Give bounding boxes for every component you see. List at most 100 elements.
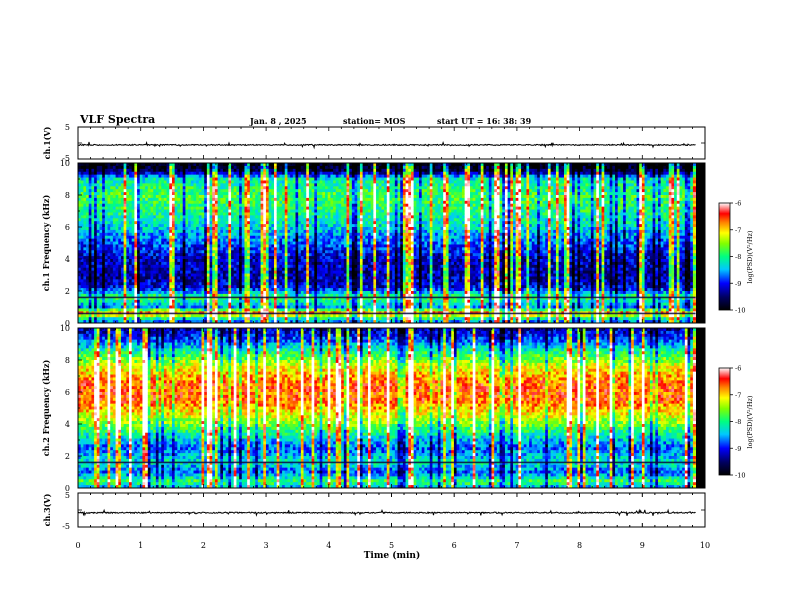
spectrogram-cell [300,293,304,298]
spectrogram-cell [198,183,202,187]
spectrogram-cell [295,317,299,321]
spectrogram-cell [249,238,253,242]
spectrogram-cell [279,250,283,254]
spectrogram-cell [107,241,111,245]
spectrogram-cell [185,180,189,184]
spectrogram-cell [169,195,173,199]
spectrogram-cell [276,308,280,312]
spectrogram-cell [290,250,294,254]
spectrogram-cell [206,308,210,312]
spectrogram-cell [306,224,310,228]
spectrogram-cell [303,215,307,219]
spectrogram-cell [129,247,133,251]
spectrogram-cell [244,174,248,178]
spectrogram-cell [282,308,286,312]
spectrogram-cell [131,238,135,242]
spectrogram-cell [118,247,122,251]
spectrogram-cell [201,174,205,178]
spectrogram-cell [233,293,237,298]
spectrogram-cell [295,282,299,286]
spectrogram-cell [214,195,219,199]
spectrogram-cell [88,177,92,181]
spectrogram-cell [209,215,213,219]
spectrogram-cell [169,235,173,240]
spectrogram-cell [287,195,291,199]
spectrogram-cell [225,308,229,312]
spectrogram-cell [99,197,103,202]
spectrogram-cell [118,241,122,245]
spectrogram-cell [196,189,200,193]
spectrogram-cell [193,227,197,231]
spectrogram-cell [287,197,291,202]
spectrogram-cell [257,302,261,306]
spectrogram-cell [185,296,189,301]
spectrogram-cell [244,238,248,242]
spectrogram-cell [188,320,192,324]
spectrogram-cell [257,221,261,225]
spectrogram-cell [80,174,84,178]
spectrogram-cell [276,241,280,245]
spectrogram-cell [311,273,315,277]
spectrogram-cell [188,203,192,208]
date-label: Jan. 8 , 2025 [250,116,307,126]
spectrogram-cell [290,183,294,187]
spectrogram-cell [292,180,296,184]
spectrogram-cell [177,192,181,196]
spectrogram-cell [86,189,90,193]
spectrogram-cell [271,250,275,254]
spectrogram-cell [308,163,313,167]
spectrogram-cell [255,227,259,231]
spectrogram-cell [182,253,186,257]
spectrogram-cell [161,293,165,298]
spectrogram-cell [287,224,291,228]
spectrogram-cell [145,224,149,228]
spectrogram-cell [236,238,240,242]
spectrogram-cell [284,232,288,237]
spectrogram-cell [241,218,245,222]
spectrogram-cell [102,261,106,266]
spectrogram-cell [99,206,103,210]
spectrogram-cell [282,299,286,304]
spectrogram-cell [163,189,168,193]
spectrogram-cell [260,244,264,248]
spectrogram-cell [150,259,154,263]
spectrogram-cell [190,195,194,199]
spectrogram-cell [306,270,310,274]
spectrogram-cell [188,261,192,266]
spectrogram-cell [188,267,192,272]
spectrogram-cell [137,285,141,289]
spectrogram-cell [263,288,267,292]
spectrogram-cell [118,195,122,199]
spectrogram-cell [314,192,318,196]
spectrogram-cell [284,291,288,295]
spectrogram-cell [260,186,264,190]
spectrogram-cell [276,192,280,196]
spectrogram-cell [126,197,130,202]
spectrogram-cell [153,308,157,312]
spectrogram-cell [290,168,294,173]
spectrogram-cell [292,302,296,306]
spectrogram-cell [220,209,224,213]
spectrogram-cell [96,221,100,225]
spectrogram-cell [83,229,87,234]
spectrogram-cell [171,305,176,309]
spectrogram-cell [257,247,261,251]
spectrogram-cell [287,267,291,272]
spectrogram-cell [239,314,243,318]
spectrogram-cell [239,256,243,260]
spectrogram-cell [241,183,245,187]
spectrogram-cell [212,180,216,184]
spectrogram-cell [169,232,173,237]
spectrogram-cell [287,264,291,269]
spectrogram-cell [182,177,186,181]
spectrogram-cell [247,299,251,304]
spectrogram-cell [115,235,119,240]
spectrogram-cell [311,197,315,202]
spectrogram-cell [263,244,267,248]
spectrogram-cell [255,241,259,245]
spectrogram-cell [94,264,98,269]
spectrogram-cell [190,299,194,304]
spectrogram-cell [145,259,149,263]
spectrogram-cell [190,206,194,210]
spectrogram-cell [112,299,116,304]
